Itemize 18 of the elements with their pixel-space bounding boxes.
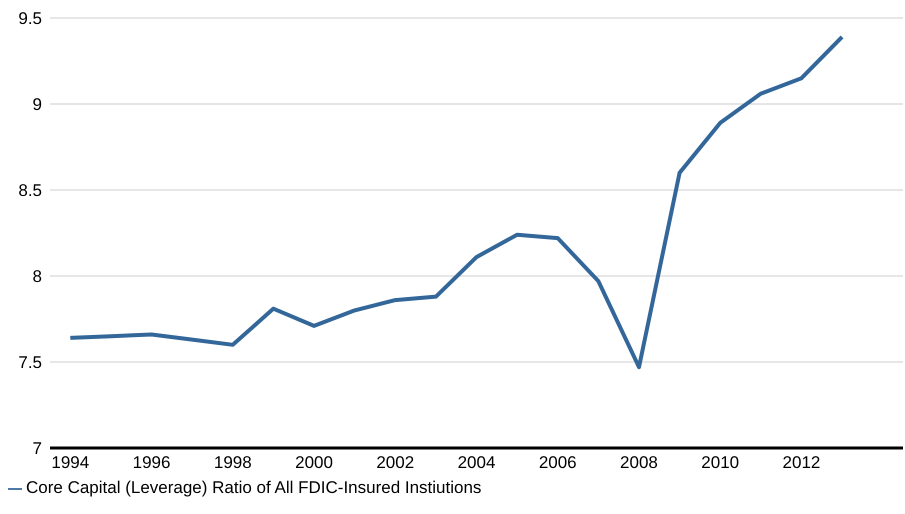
- x-tick-label: 1996: [132, 453, 170, 472]
- x-tick-label: 2006: [538, 453, 577, 472]
- y-tick-label: 8: [32, 267, 42, 286]
- y-tick-label: 8.5: [18, 181, 42, 200]
- x-tick-label: 2000: [295, 453, 333, 472]
- y-tick-label: 9: [32, 95, 42, 114]
- x-tick-label: 2010: [701, 453, 740, 472]
- x-tick-label: 2008: [620, 453, 658, 472]
- x-tick-label: 2004: [458, 453, 496, 472]
- x-tick-label: 1998: [214, 453, 252, 472]
- x-tick-label: 2002: [376, 453, 414, 472]
- y-tick-label: 7: [32, 439, 42, 458]
- y-tick-label: 9.5: [18, 9, 42, 28]
- line-series: [68, 34, 844, 370]
- y-tick-label: 7.5: [18, 353, 42, 372]
- x-tick-label: 2012: [782, 453, 820, 472]
- legend-label: Core Capital (Leverage) Ratio of All FDIC-Insured Instiutions: [26, 478, 482, 497]
- x-tick-label: 1994: [51, 453, 90, 472]
